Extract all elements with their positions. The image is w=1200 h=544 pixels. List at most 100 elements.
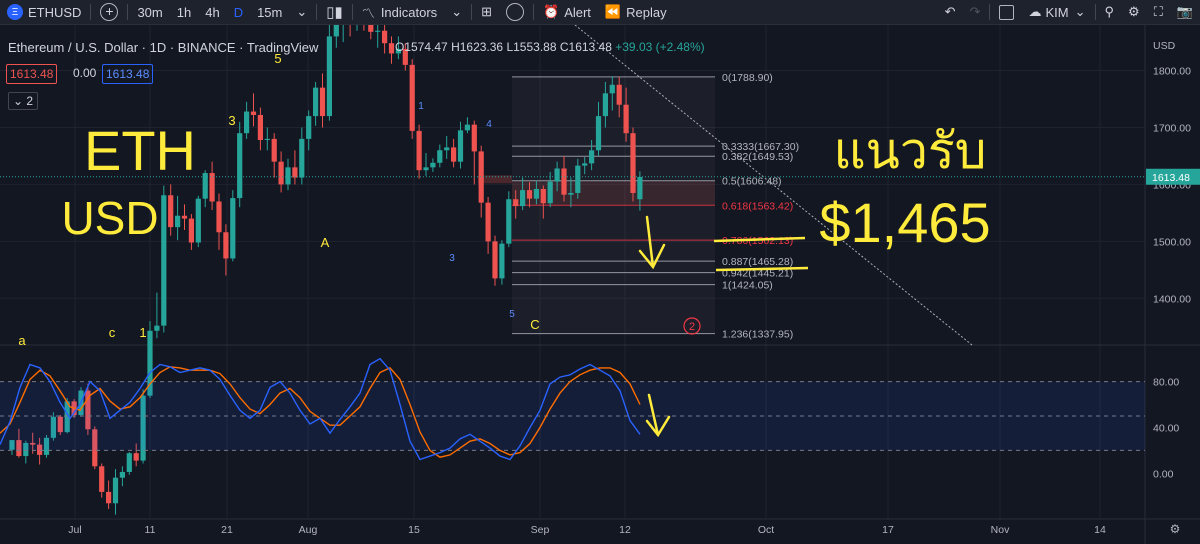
grid-icon: ⊞ [481, 4, 492, 19]
interval-4h[interactable]: 4h [198, 0, 226, 24]
candle [223, 232, 229, 259]
interval-d[interactable]: D [227, 0, 250, 24]
candle [382, 30, 388, 44]
axis-settings-icon: ⚙ [1170, 522, 1181, 536]
time-axis-tick: 12 [619, 524, 631, 536]
undo-button[interactable]: ↶ [938, 0, 963, 24]
square-icon [999, 4, 1015, 20]
wave-label: 2 [689, 321, 695, 333]
annotation-eth: ETH [84, 119, 196, 182]
sell-price-box[interactable]: 1613.48 [6, 64, 58, 84]
candle [437, 150, 443, 163]
collapse-indicators-button[interactable]: ⌄ 2 [8, 92, 38, 110]
candle [602, 93, 608, 117]
wave-label: 5 [509, 309, 515, 320]
ohlc-change: +39.03 (+2.48%) [615, 40, 705, 54]
candle [554, 168, 560, 182]
annotation-underline [715, 266, 809, 272]
candle [423, 167, 429, 171]
replay-button[interactable]: ⏪ Replay [598, 0, 674, 24]
candle [50, 416, 56, 438]
price-axis-tick: 1400.00 [1153, 293, 1191, 305]
interval-label: D [233, 4, 244, 20]
candle [388, 43, 395, 54]
candle [306, 116, 312, 139]
templates-button[interactable]: ⊞ [474, 0, 499, 24]
interval-1h[interactable]: 1h [170, 0, 198, 24]
annotation-thai: แนวรับ [833, 123, 986, 179]
candle [499, 243, 505, 279]
account-button[interactable]: ☁ KIM ⌄ [1021, 0, 1092, 24]
buy-price-box[interactable]: 1613.48 [102, 64, 154, 84]
top-toolbar: Ξ ETHUSD + 30m 1h 4h D 15m ⌄ ▯▮ 〽 Indica… [0, 0, 1200, 25]
divider [1094, 4, 1096, 20]
wave-label: a [18, 333, 26, 348]
layout-button[interactable] [992, 0, 1021, 24]
snapshot-button[interactable]: 📷 [1170, 0, 1200, 24]
fullscreen-button[interactable]: ⛶ [1147, 0, 1170, 24]
time-axis-tick: 17 [882, 524, 894, 536]
candle [292, 167, 298, 178]
candle [375, 30, 381, 32]
interval-30m[interactable]: 30m [130, 0, 169, 24]
candle [209, 173, 215, 202]
symbol-search[interactable]: Ξ ETHUSD [0, 0, 88, 24]
candle [119, 471, 125, 478]
candle [264, 138, 270, 141]
interval-label: 15m [257, 4, 283, 20]
candle [37, 444, 43, 455]
gear-icon: ⚙ [1128, 4, 1140, 19]
fib-level-label: 1(1424.05) [722, 280, 773, 292]
time-axis-tick: 15 [408, 524, 420, 536]
wave-label: 5 [274, 51, 281, 66]
time-axis-tick: Jul [68, 524, 81, 536]
price-chart[interactable]: 0(1788.90) 0.3333(1667.30)0.382(1649.53) 0… [0, 25, 1200, 544]
chart-type-button[interactable]: ▯▮ [319, 0, 350, 24]
interval-label: 4h [205, 4, 220, 20]
settings-button[interactable]: ⚙ [1121, 0, 1147, 24]
candle [181, 215, 188, 219]
compare-button[interactable]: + [93, 0, 125, 24]
ohlc-high: H1623.36 [451, 40, 504, 54]
fib-level-label: 1.236(1337.95) [722, 329, 793, 341]
interval-dropdown[interactable]: ⌄ [289, 0, 314, 24]
candle [409, 64, 415, 131]
candle [140, 395, 146, 461]
search-button[interactable]: ⚲ [1098, 0, 1122, 24]
candle [568, 192, 574, 195]
last-price-tag: 1613.48 [1152, 172, 1190, 184]
candle [609, 84, 615, 94]
candle [216, 201, 222, 233]
annotation-price: $1,465 [819, 191, 990, 254]
candle [85, 390, 91, 430]
candle [161, 195, 167, 326]
ohlc-open: O1574.47 [395, 40, 448, 54]
stoch-axis-tick: 40.00 [1153, 422, 1179, 434]
redo-button[interactable]: ↷ [963, 0, 988, 24]
candle [319, 87, 326, 117]
wave-label: 1 [139, 325, 146, 340]
candle [195, 198, 201, 243]
candle [451, 147, 457, 162]
indicators-button[interactable]: 〽 Indicators [355, 0, 444, 24]
candle [278, 161, 284, 185]
candle [630, 133, 636, 193]
candle [30, 442, 36, 445]
object-tree-button[interactable] [499, 0, 531, 24]
candle [416, 130, 422, 171]
diagonal-trendline [574, 25, 973, 346]
candle [9, 440, 15, 450]
search-icon: ⚲ [1104, 4, 1115, 19]
alert-button[interactable]: ⏰ Alert [536, 0, 598, 24]
interval-15m[interactable]: 15m [250, 0, 289, 24]
alarm-clock-icon: ⏰ [543, 4, 560, 19]
rewind-icon: ⏪ [604, 4, 622, 19]
divider [471, 4, 473, 20]
candle [540, 188, 546, 204]
indicators-dropdown[interactable]: ⌄ [444, 0, 469, 24]
divider [316, 4, 318, 20]
account-label: KIM [1045, 4, 1069, 20]
candle [202, 173, 208, 199]
candle [64, 401, 70, 433]
symbol-label: ETHUSD [28, 4, 82, 20]
